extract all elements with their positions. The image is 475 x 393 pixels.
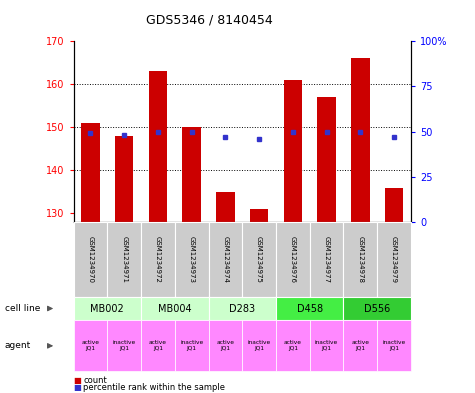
Text: GSM1234977: GSM1234977: [323, 236, 330, 283]
Text: inactive
JQ1: inactive JQ1: [113, 340, 136, 351]
Text: GSM1234974: GSM1234974: [222, 236, 228, 283]
Bar: [317, 97, 336, 222]
Text: GDS5346 / 8140454: GDS5346 / 8140454: [146, 14, 272, 27]
Text: GSM1234972: GSM1234972: [155, 236, 161, 283]
Text: inactive
JQ1: inactive JQ1: [382, 340, 406, 351]
Text: ■: ■: [74, 384, 82, 392]
Text: GSM1234975: GSM1234975: [256, 236, 262, 283]
Text: GSM1234970: GSM1234970: [87, 236, 94, 283]
Text: count: count: [83, 376, 107, 384]
Text: GSM1234973: GSM1234973: [189, 236, 195, 283]
Text: cell line: cell line: [5, 304, 40, 313]
Text: active
JQ1: active JQ1: [82, 340, 99, 351]
Bar: [149, 72, 167, 222]
Bar: [81, 123, 100, 222]
Text: GSM1234976: GSM1234976: [290, 236, 296, 283]
Text: GSM1234978: GSM1234978: [357, 236, 363, 283]
Bar: [351, 59, 370, 222]
Bar: [284, 80, 302, 222]
Text: GSM1234971: GSM1234971: [121, 236, 127, 283]
Text: inactive
JQ1: inactive JQ1: [315, 340, 338, 351]
Text: active
JQ1: active JQ1: [217, 340, 234, 351]
Bar: [115, 136, 133, 222]
Text: MB002: MB002: [90, 303, 124, 314]
Text: active
JQ1: active JQ1: [284, 340, 302, 351]
Bar: [385, 187, 403, 222]
Text: percentile rank within the sample: percentile rank within the sample: [83, 384, 225, 392]
Text: agent: agent: [5, 342, 31, 350]
Text: D283: D283: [229, 303, 256, 314]
Text: inactive
JQ1: inactive JQ1: [247, 340, 271, 351]
Text: active
JQ1: active JQ1: [149, 340, 167, 351]
Text: D458: D458: [296, 303, 323, 314]
Text: D556: D556: [364, 303, 390, 314]
Text: ■: ■: [74, 376, 82, 384]
Text: inactive
JQ1: inactive JQ1: [180, 340, 203, 351]
Bar: [182, 127, 201, 222]
Text: GSM1234979: GSM1234979: [391, 236, 397, 283]
Text: active
JQ1: active JQ1: [352, 340, 369, 351]
Text: MB004: MB004: [158, 303, 191, 314]
Bar: [216, 192, 235, 222]
Bar: [250, 209, 268, 222]
